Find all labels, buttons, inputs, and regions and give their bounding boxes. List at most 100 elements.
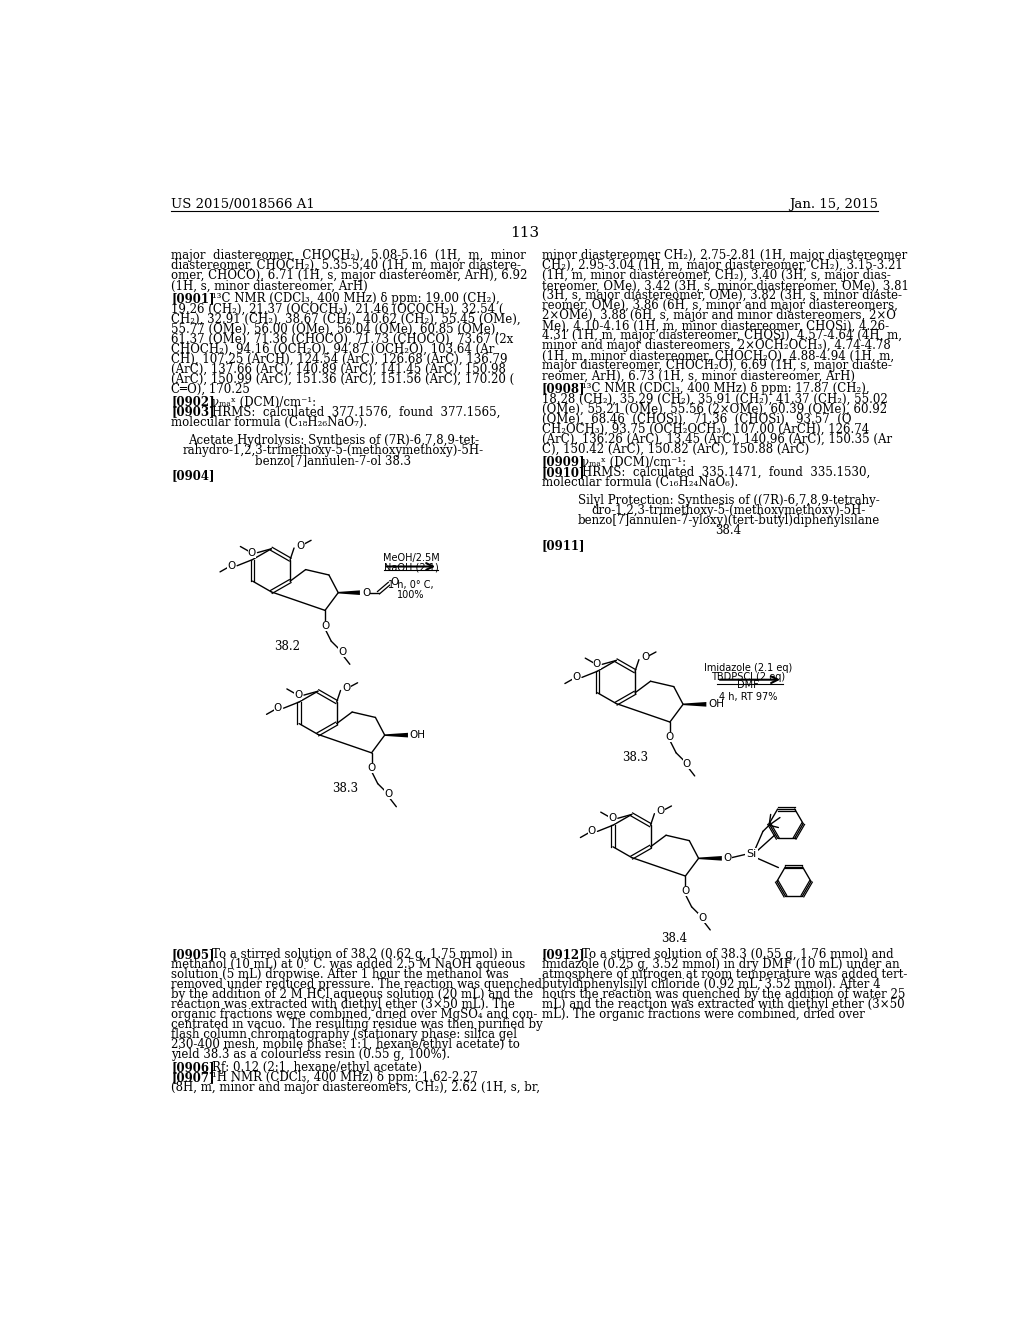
Text: omer, CHOCO), 6.71 (1H, s, major diastereomer, ArH), 6.92: omer, CHOCO), 6.71 (1H, s, major diaster… — [171, 269, 527, 282]
Text: C), 150.42 (ArC), 150.82 (ArC), 150.88 (ArC): C), 150.42 (ArC), 150.82 (ArC), 150.88 (… — [542, 442, 809, 455]
Text: O: O — [588, 826, 596, 837]
Text: Silyl Protection: Synthesis of ((7R)-6,7,8,9-tetrahy-: Silyl Protection: Synthesis of ((7R)-6,7… — [578, 494, 880, 507]
Text: O: O — [666, 733, 674, 742]
Text: benzo[7]annulen-7-ol 38.3: benzo[7]annulen-7-ol 38.3 — [255, 454, 412, 467]
Text: minor diastereomer CH₂), 2.75-2.81 (1H, major diastereomer: minor diastereomer CH₂), 2.75-2.81 (1H, … — [542, 249, 907, 263]
Text: O: O — [683, 759, 691, 768]
Text: atmosphere of nitrogen at room temperature was added tert-: atmosphere of nitrogen at room temperatu… — [542, 968, 907, 981]
Text: O: O — [698, 912, 707, 923]
Text: 55.77 (OMe), 56.00 (OMe), 56.04 (OMe), 60.85 (OMe),: 55.77 (OMe), 56.00 (OMe), 56.04 (OMe), 6… — [171, 322, 500, 335]
Text: O: O — [294, 690, 302, 700]
Text: 113: 113 — [510, 226, 540, 240]
Text: (3H, s, major diastereomer, OMe), 3.82 (3H, s, minor diaste-: (3H, s, major diastereomer, OMe), 3.82 (… — [542, 289, 902, 302]
Text: removed under reduced pressure. The reaction was quenched: removed under reduced pressure. The reac… — [171, 978, 543, 991]
Text: Jan. 15, 2015: Jan. 15, 2015 — [790, 198, 879, 211]
Text: Acetate Hydrolysis: Synthesis of (7R)-6,7,8,9-tet-: Acetate Hydrolysis: Synthesis of (7R)-6,… — [187, 434, 479, 447]
Text: 38.4: 38.4 — [716, 524, 741, 537]
Text: mL) and the reaction was extracted with diethyl ether (3×50: mL) and the reaction was extracted with … — [542, 998, 904, 1011]
Text: O: O — [368, 763, 376, 774]
Text: 18.28 (CH₂), 35.29 (CH₂), 35.91 (CH₂), 41.37 (CH₂), 55.02: 18.28 (CH₂), 35.29 (CH₂), 35.91 (CH₂), 4… — [542, 392, 888, 405]
Text: solution (5 mL) dropwise. After 1 hour the methanol was: solution (5 mL) dropwise. After 1 hour t… — [171, 968, 509, 981]
Text: O: O — [362, 587, 371, 598]
Text: [0912]: [0912] — [542, 948, 586, 961]
Text: US 2015/0018566 A1: US 2015/0018566 A1 — [171, 198, 315, 211]
Text: molecular formula (C₁₆H₂₄NaO₆).: molecular formula (C₁₆H₂₄NaO₆). — [542, 475, 738, 488]
Text: [0909]: [0909] — [542, 455, 586, 469]
Text: O: O — [641, 652, 649, 663]
Text: O: O — [343, 684, 351, 693]
Text: (1H, m, minor diastereomer, CHOCH₂O), 4.88-4.94 (1H, m,: (1H, m, minor diastereomer, CHOCH₂O), 4.… — [542, 350, 894, 363]
Text: O: O — [572, 672, 581, 682]
Text: rahydro-1,2,3-trimethoxy-5-(methoxymethoxy)-5H-: rahydro-1,2,3-trimethoxy-5-(methoxymetho… — [183, 444, 484, 457]
Text: ¹³C NMR (CDCl₃, 400 MHz) δ⁣ ppm: 19.00 (CH₂),: ¹³C NMR (CDCl₃, 400 MHz) δ⁣ ppm: 19.00 (… — [212, 293, 500, 305]
Text: O: O — [296, 541, 304, 550]
Text: 100%: 100% — [397, 590, 425, 599]
Text: HRMS:  calculated  335.1471,  found  335.1530,: HRMS: calculated 335.1471, found 335.153… — [583, 466, 870, 479]
Text: DMF: DMF — [737, 681, 759, 690]
Text: 38.3: 38.3 — [332, 781, 358, 795]
Text: CHOCH₂), 94.16 (OCH₂O), 94.87 (OCH₂O), 103.64 (Ar: CHOCH₂), 94.16 (OCH₂O), 94.87 (OCH₂O), 1… — [171, 342, 495, 355]
Text: (ArC), 136.26 (ArC), 13.45 (ArC), 140.96 (ArC), 150.35 (Ar: (ArC), 136.26 (ArC), 13.45 (ArC), 140.96… — [542, 433, 892, 446]
Text: O: O — [593, 659, 601, 669]
Text: 4 h, RT 97%: 4 h, RT 97% — [719, 692, 777, 702]
Text: O: O — [681, 887, 689, 896]
Text: mL). The organic fractions were combined, dried over: mL). The organic fractions were combined… — [542, 1007, 864, 1020]
Text: organic fractions were combined, dried over MgSO₄ and con-: organic fractions were combined, dried o… — [171, 1007, 538, 1020]
Text: 230-400 mesh, mobile phase: 1:1, hexane/ethyl acetate) to: 230-400 mesh, mobile phase: 1:1, hexane/… — [171, 1038, 520, 1051]
Text: reaction was extracted with diethyl ether (3×50 mL). The: reaction was extracted with diethyl ethe… — [171, 998, 515, 1011]
Text: 38.4: 38.4 — [662, 932, 687, 945]
Text: O: O — [390, 577, 398, 587]
Text: (OMe), 55.21 (OMe), 55.56 (2×OMe), 60.39 (OMe), 60.92: (OMe), 55.21 (OMe), 55.56 (2×OMe), 60.39… — [542, 403, 887, 416]
Text: νₘₐˣ (DCM)/cm⁻¹:: νₘₐˣ (DCM)/cm⁻¹: — [583, 455, 686, 469]
Text: To a stirred solution of 38.3 (0.55 g, 1.76 mmol) and: To a stirred solution of 38.3 (0.55 g, 1… — [583, 948, 894, 961]
Polygon shape — [683, 702, 707, 706]
Polygon shape — [338, 590, 359, 595]
Text: major diastereomer, CHOCH₂O), 6.69 (1H, s, major diaste-: major diastereomer, CHOCH₂O), 6.69 (1H, … — [542, 359, 892, 372]
Text: benzo[7]annulen-7-yloxy)(tert-butyl)diphenylsilane: benzo[7]annulen-7-yloxy)(tert-butyl)diph… — [578, 515, 880, 527]
Text: 61.37 (OMe), 71.36 (CHOCO), 71.73 (CHOCO), 73.67 (2x: 61.37 (OMe), 71.36 (CHOCO), 71.73 (CHOCO… — [171, 333, 514, 346]
Text: O: O — [723, 853, 731, 863]
Text: CH), 107.25 (ArCH), 124.54 (ArC), 126.68 (ArC), 136.79: CH), 107.25 (ArCH), 124.54 (ArC), 126.68… — [171, 352, 508, 366]
Text: ¹³C NMR (CDCl₃, 400 MHz) δ⁣ ppm: 17.87 (CH₂),: ¹³C NMR (CDCl₃, 400 MHz) δ⁣ ppm: 17.87 (… — [583, 383, 869, 396]
Text: [0902]: [0902] — [171, 396, 215, 409]
Text: Rƒ: 0.12 (2:1, hexane/ethyl acetate): Rƒ: 0.12 (2:1, hexane/ethyl acetate) — [212, 1061, 422, 1074]
Text: by the addition of 2 M HCl aqueous solution (20 mL) and the: by the addition of 2 M HCl aqueous solut… — [171, 987, 534, 1001]
Text: C═O), 170.25: C═O), 170.25 — [171, 383, 250, 396]
Text: NaOH (2:1): NaOH (2:1) — [384, 562, 438, 573]
Text: 1 h, 0° C,: 1 h, 0° C, — [388, 581, 434, 590]
Text: 38.3: 38.3 — [623, 751, 648, 764]
Text: νₘₐˣ (DCM)/cm⁻¹:: νₘₐˣ (DCM)/cm⁻¹: — [212, 396, 315, 409]
Text: imidazole (0.25 g, 3.52 mmol) in dry DMF (10 mL) under an: imidazole (0.25 g, 3.52 mmol) in dry DMF… — [542, 958, 899, 970]
Text: OH: OH — [708, 700, 724, 709]
Text: (1H, m, minor diastereomer, CH₂), 3.40 (3H, s, major dias-: (1H, m, minor diastereomer, CH₂), 3.40 (… — [542, 269, 891, 282]
Text: CH₂), 2.95-3.04 (1H, m, major diastereomer, CH₂), 3.15-3.21: CH₂), 2.95-3.04 (1H, m, major diastereom… — [542, 259, 902, 272]
Text: [0901]: [0901] — [171, 293, 215, 305]
Text: methanol (10 mL) at 0° C. was added 2.5 M NaOH aqueous: methanol (10 mL) at 0° C. was added 2.5 … — [171, 958, 525, 970]
Text: [0906]: [0906] — [171, 1061, 215, 1074]
Text: [0907]: [0907] — [171, 1071, 215, 1084]
Text: O: O — [608, 813, 616, 824]
Text: HRMS:  calculated  377.1576,  found  377.1565,: HRMS: calculated 377.1576, found 377.156… — [212, 405, 500, 418]
Text: 4.31 (1H, m, major diastereomer, CHOSi), 4.57-4.64 (4H, m,: 4.31 (1H, m, major diastereomer, CHOSi),… — [542, 330, 902, 342]
Text: O: O — [338, 647, 346, 657]
Text: minor and major diastereomers, 2×OCH₂OCH₃), 4.74-4.78: minor and major diastereomers, 2×OCH₂OCH… — [542, 339, 891, 352]
Text: Me), 4.10-4.16 (1H, m, minor diastereomer, CHOSi), 4.26-: Me), 4.10-4.16 (1H, m, minor diastereome… — [542, 319, 889, 333]
Text: (1H, s, minor diastereomer, ArH): (1H, s, minor diastereomer, ArH) — [171, 280, 369, 292]
Text: ¹H NMR (CDCl₃, 400 MHz) δ⁣ ppm: 1.62-2.27: ¹H NMR (CDCl₃, 400 MHz) δ⁣ ppm: 1.62-2.2… — [212, 1071, 477, 1084]
Text: (ArC), 150.99 (ArC), 151.36 (ArC), 151.56 (ArC), 170.20 (: (ArC), 150.99 (ArC), 151.36 (ArC), 151.5… — [171, 372, 515, 385]
Text: [0903]: [0903] — [171, 405, 215, 418]
Polygon shape — [385, 733, 408, 738]
Text: To a stirred solution of 38.2 (0.62 g, 1.75 mmol) in: To a stirred solution of 38.2 (0.62 g, 1… — [212, 948, 512, 961]
Text: (8H, m, minor and major diastereomers, CH₂), 2.62 (1H, s, br,: (8H, m, minor and major diastereomers, C… — [171, 1081, 541, 1094]
Text: tereomer, OMe), 3.42 (3H, s, minor diastereomer, OMe), 3.81: tereomer, OMe), 3.42 (3H, s, minor diast… — [542, 280, 908, 292]
Text: 19.26 (CH₂), 21.37 (OCOCH₃), 21.46 (OCOCH₃), 32.54 (: 19.26 (CH₂), 21.37 (OCOCH₃), 21.46 (OCOC… — [171, 302, 504, 315]
Text: centrated in vacuo. The resulting residue was then purified by: centrated in vacuo. The resulting residu… — [171, 1018, 543, 1031]
Text: major  diastereomer,  CHOCH₂),  5.08-5.16  (1H,  m,  minor: major diastereomer, CHOCH₂), 5.08-5.16 (… — [171, 249, 526, 263]
Text: (ArC), 137.66 (ArC), 140.89 (ArC), 141.45 (ArC), 150.98: (ArC), 137.66 (ArC), 140.89 (ArC), 141.4… — [171, 363, 506, 375]
Text: OH: OH — [410, 730, 426, 741]
Text: MeOH/2.5M: MeOH/2.5M — [383, 553, 439, 562]
Text: CH₂), 32.91 (CH₂), 38.67 (CH₂), 40.62 (CH₂), 55.45 (OMe),: CH₂), 32.91 (CH₂), 38.67 (CH₂), 40.62 (C… — [171, 313, 521, 326]
Text: [0911]: [0911] — [542, 539, 586, 552]
Text: flash column chromatography (stationary phase: silica gel: flash column chromatography (stationary … — [171, 1028, 517, 1040]
Text: butyldiphenylsilyl chloride (0.92 mL, 3.52 mmol). After 4: butyldiphenylsilyl chloride (0.92 mL, 3.… — [542, 978, 881, 991]
